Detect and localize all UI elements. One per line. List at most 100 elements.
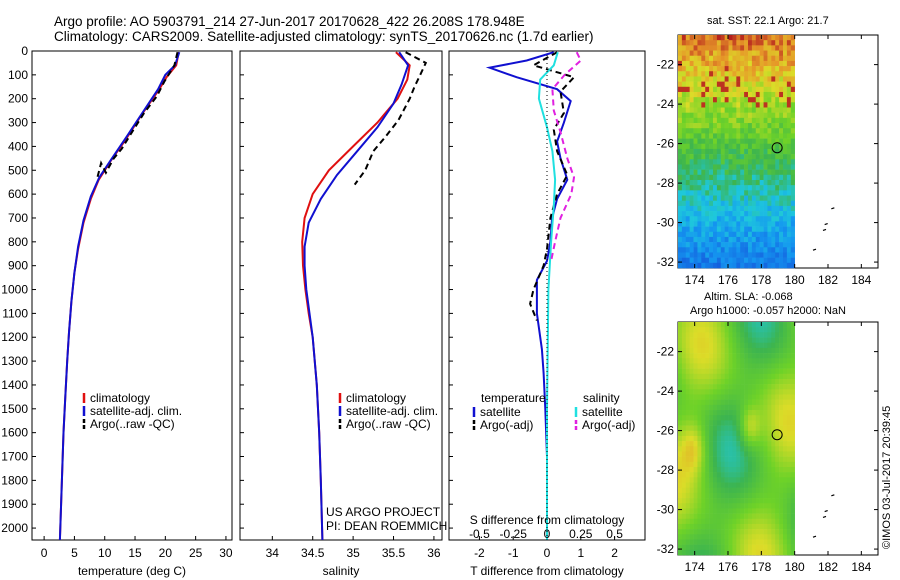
map-cell <box>767 102 772 108</box>
map-cell <box>779 466 784 473</box>
map-cell <box>720 66 725 72</box>
map-cell <box>720 81 725 88</box>
map-cell <box>678 91 683 98</box>
map-cell <box>732 123 737 129</box>
map-cell <box>755 487 760 494</box>
map-cell <box>759 159 764 165</box>
map-cell <box>701 404 706 411</box>
map-cell <box>716 353 722 359</box>
map-cell <box>685 221 690 227</box>
map-cell <box>771 164 776 170</box>
map-cell <box>689 389 694 395</box>
map-cell <box>724 378 729 385</box>
x-tick-label: 5 <box>71 546 78 560</box>
map-cell <box>709 322 714 328</box>
map-cell <box>705 487 710 494</box>
map-cell <box>732 154 737 160</box>
map-cell <box>740 66 745 72</box>
map-cell <box>713 322 718 328</box>
map-cell <box>759 205 764 212</box>
map-cell <box>678 164 683 170</box>
map-cell <box>740 40 745 46</box>
map-cell <box>732 394 737 400</box>
map-cell <box>705 378 710 385</box>
map-cell <box>740 45 745 51</box>
map-cell <box>685 81 690 88</box>
map-cell <box>678 378 683 385</box>
map-cell <box>744 71 749 77</box>
map-cell <box>716 399 722 406</box>
map-cell <box>736 123 741 129</box>
map-cell <box>705 347 710 354</box>
map-cell <box>744 159 749 165</box>
map-cell <box>678 190 683 196</box>
map-cell <box>786 66 792 72</box>
map-cell <box>786 164 792 170</box>
map-cell <box>783 415 788 421</box>
map-cell <box>701 384 706 390</box>
map-cell <box>751 430 757 437</box>
map-cell <box>685 358 690 364</box>
map-cell <box>720 472 725 478</box>
map-cell <box>779 389 784 395</box>
map-cell <box>681 133 687 139</box>
map-cell <box>732 415 737 421</box>
map-cell <box>693 117 698 124</box>
map-cell <box>783 128 788 134</box>
map-cell <box>697 66 702 72</box>
map-cell <box>775 373 780 380</box>
map-cell <box>786 205 792 212</box>
map-cell <box>705 384 710 390</box>
map-cell <box>755 205 760 212</box>
map-cell <box>681 461 687 468</box>
map-cell <box>732 534 737 540</box>
map-cell <box>790 430 795 437</box>
map-cell <box>783 138 788 145</box>
map-cell <box>713 492 718 499</box>
map-cell <box>763 117 768 124</box>
map-cell <box>705 211 710 217</box>
map-cell <box>744 154 749 160</box>
map-cell <box>705 143 710 150</box>
map-cell <box>732 247 737 253</box>
x-axis-label: salinity <box>323 564 360 578</box>
map-cell <box>732 513 737 520</box>
map-cell <box>685 503 690 509</box>
map-cell <box>771 410 776 416</box>
map-cell <box>790 518 795 525</box>
map-cell <box>728 200 733 207</box>
map-cell <box>701 66 706 72</box>
map-cell <box>751 45 757 51</box>
map-cell <box>693 394 698 400</box>
map-cell <box>705 368 710 375</box>
map-cell <box>763 247 768 253</box>
map-cell <box>755 415 760 421</box>
map-cell <box>779 159 784 165</box>
map-cell <box>775 257 780 264</box>
map-cell <box>678 492 683 499</box>
map-cell <box>681 446 687 452</box>
map-cell <box>767 262 772 269</box>
map-cell <box>701 236 706 243</box>
map-cell <box>681 373 687 380</box>
map-cell <box>755 236 760 243</box>
map-cell <box>786 518 792 525</box>
map-cell <box>740 482 745 488</box>
map-cell <box>740 425 745 432</box>
map-cell <box>705 40 710 46</box>
map-cell <box>689 226 694 233</box>
map-cell <box>736 133 741 139</box>
map-cell <box>771 332 776 338</box>
map-cell <box>728 66 733 72</box>
map-cell <box>790 50 795 57</box>
map-cell <box>736 487 741 494</box>
map-cell <box>759 55 764 62</box>
map-cell <box>736 91 741 98</box>
map-cell <box>771 91 776 98</box>
map-cell <box>728 117 733 124</box>
map-cell <box>779 242 784 248</box>
map-cell <box>709 430 714 437</box>
map-cell <box>720 430 725 437</box>
map-cell <box>763 420 768 426</box>
